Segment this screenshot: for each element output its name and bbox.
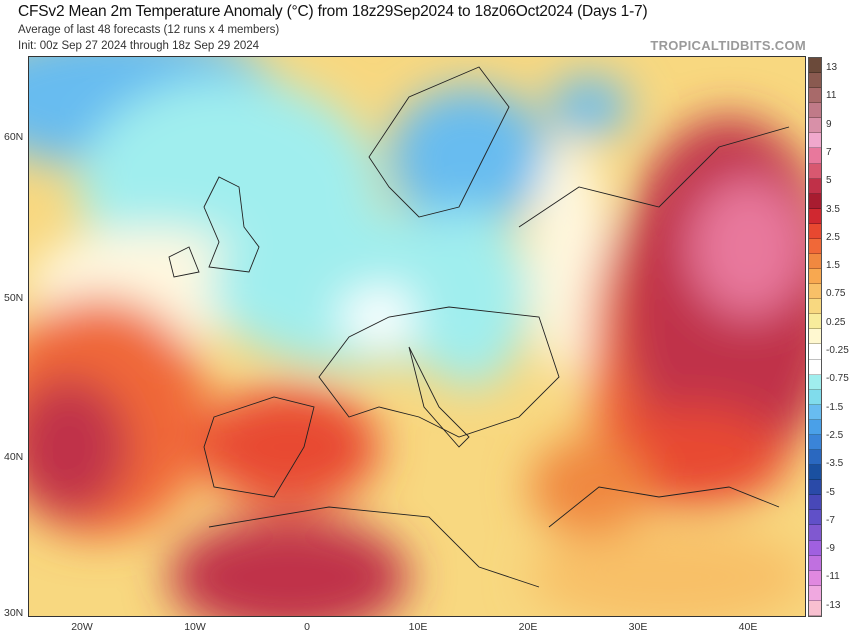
colorbar-label: 7	[826, 146, 832, 158]
lon-label: 20E	[518, 621, 538, 633]
colorbar-segment	[809, 600, 821, 616]
colorbar-segment	[809, 495, 821, 511]
colorbar-segment	[809, 284, 821, 300]
colorbar-label: 13	[826, 62, 838, 73]
colorbar-segment	[809, 103, 821, 119]
colorbar-segment	[809, 118, 821, 134]
colorbar-label: 11	[826, 90, 837, 102]
colorbar-segment	[809, 58, 821, 74]
colorbar-segment	[809, 374, 821, 390]
colorbar-segment	[809, 208, 821, 224]
colorbar-segment	[809, 299, 821, 315]
colorbar-label: -3.5	[826, 458, 844, 470]
colorbar-label: 2.5	[826, 231, 840, 243]
colorbar-segment	[809, 359, 821, 375]
colorbar-label: -1.5	[826, 401, 844, 413]
colorbar-segment	[809, 555, 821, 571]
colorbar-segment	[809, 404, 821, 420]
colorbar-segment	[809, 133, 821, 149]
colorbar-segment	[809, 314, 821, 330]
init-time: Init: 00z Sep 27 2024 through 18z Sep 29…	[18, 40, 260, 52]
colorbar-segment	[809, 163, 821, 179]
colorbar-segment	[809, 434, 821, 451]
colorbar-segment	[809, 269, 821, 285]
lat-label: 50N	[4, 292, 24, 304]
colorbar-label: -0.25	[826, 345, 849, 356]
colorbar-segment	[809, 344, 821, 360]
colorbar-segment	[809, 570, 821, 586]
lon-label: 30E	[628, 621, 648, 633]
colorbar-label: -5	[826, 486, 835, 498]
map-title: CFSv2 Mean 2m Temperature Anomaly (°C) f…	[18, 3, 648, 20]
colorbar-segment	[809, 329, 821, 345]
colorbar-label: -11	[826, 571, 840, 583]
colorbar-segment	[809, 540, 821, 556]
colorbar-label: 3.5	[826, 203, 840, 215]
colorbar-label: -9	[826, 543, 835, 555]
lon-label: 40E	[738, 621, 758, 633]
brand-watermark: TROPICALTIDBITS.COM	[650, 38, 806, 53]
colorbar-segment	[809, 223, 821, 239]
lon-label: 10W	[184, 621, 206, 633]
colorbar-label: 5	[826, 175, 832, 187]
colorbar-label: -13	[826, 599, 841, 611]
map-subtitle: Average of last 48 forecasts (12 runs x …	[18, 24, 280, 36]
colorbar-segment	[809, 178, 821, 194]
lat-label: 40N	[4, 451, 24, 463]
colorbar-segment	[809, 510, 821, 526]
lat-label: 30N	[4, 607, 24, 619]
colorbar-segment	[809, 238, 821, 255]
colorbar-segment	[809, 525, 821, 541]
temperature-anomaly-map	[28, 56, 806, 617]
colorbar-label: 0.25	[826, 316, 846, 328]
colorbar-segment	[809, 450, 821, 466]
colorbar-segment	[809, 88, 821, 104]
colorbar-label: 0.75	[826, 288, 846, 300]
colorbar-segment	[809, 585, 821, 601]
lat-label: 60N	[4, 131, 24, 143]
lon-label: 20W	[71, 621, 93, 633]
colorbar-segment	[809, 419, 821, 435]
colorbar-label: 1.5	[826, 260, 840, 272]
colorbar-segment	[809, 254, 821, 270]
colorbar-label: -7	[826, 514, 835, 526]
colorbar-label: -0.75	[826, 373, 849, 385]
colorbar-segment	[809, 465, 821, 481]
colorbar-label: -2.5	[826, 429, 844, 441]
colorbar	[808, 57, 822, 617]
lon-label: 0	[304, 621, 310, 633]
colorbar-segment	[809, 193, 821, 209]
colorbar-segment	[809, 73, 821, 89]
colorbar-segment	[809, 389, 821, 405]
lon-label: 10E	[408, 621, 428, 633]
colorbar-segment	[809, 480, 821, 496]
colorbar-label: 9	[826, 118, 832, 130]
colorbar-segment	[809, 148, 821, 164]
